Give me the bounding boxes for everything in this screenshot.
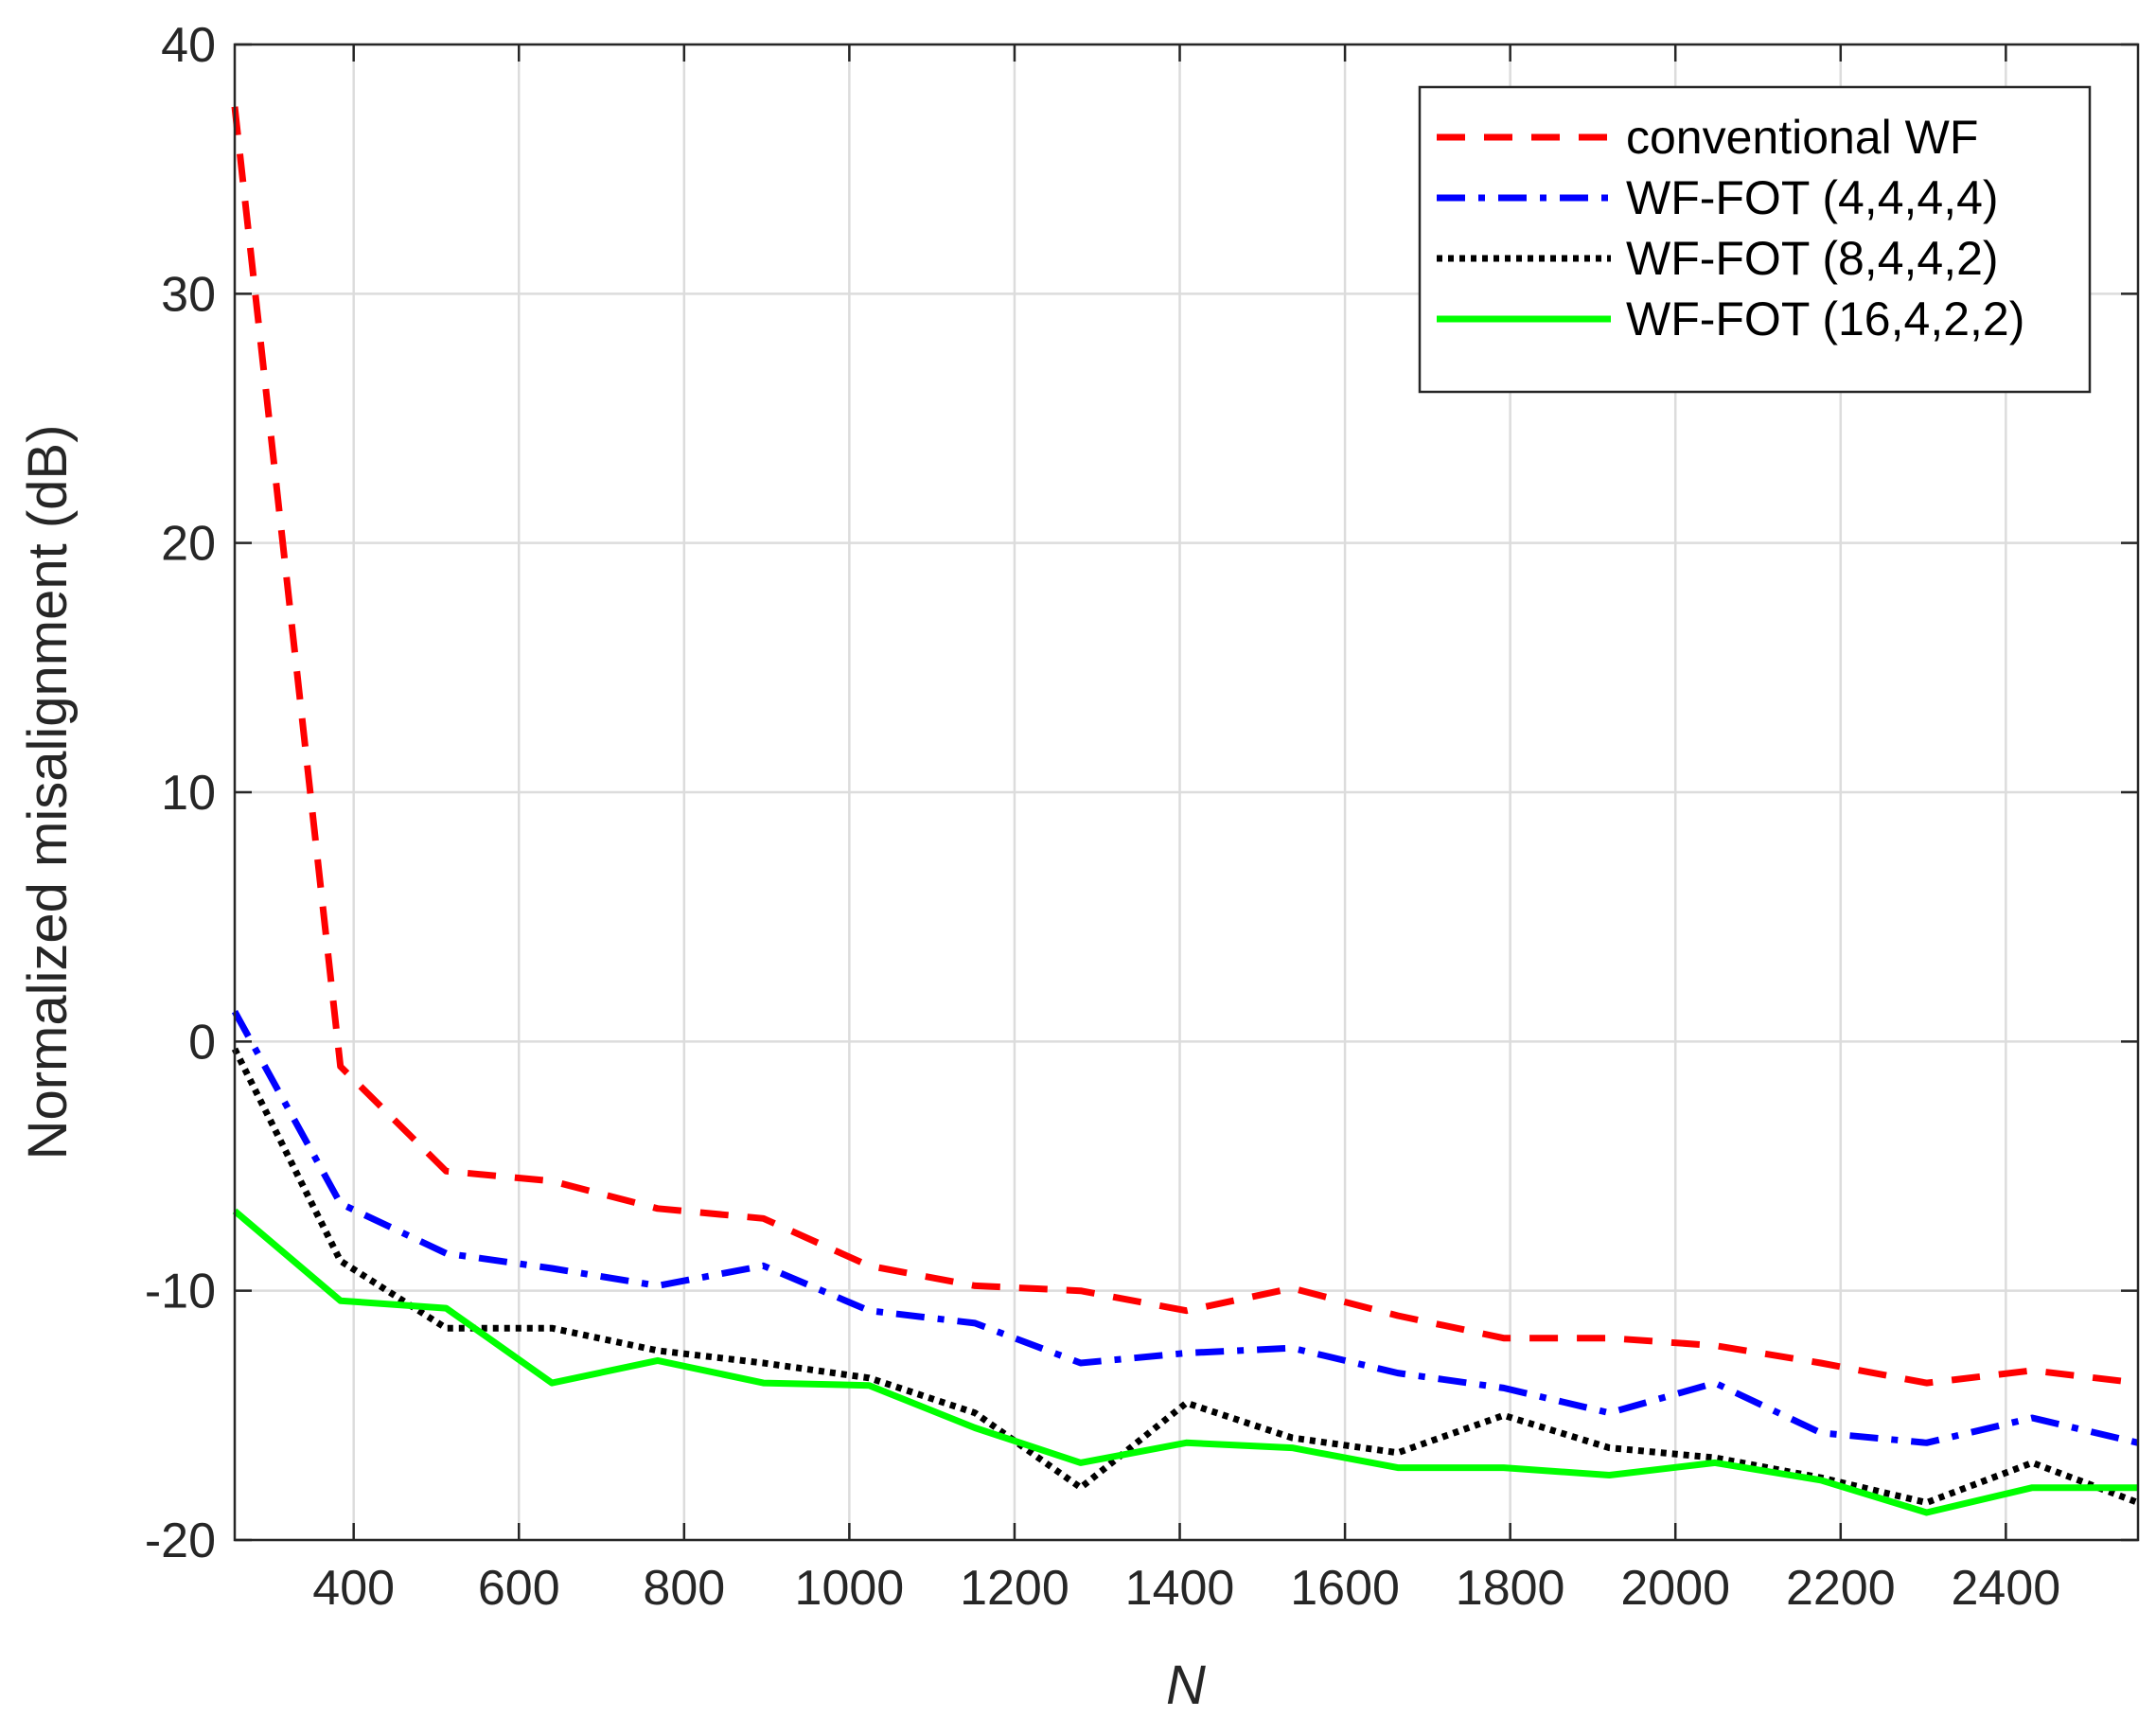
y-tick-label: -20 [145,1513,216,1568]
x-tick-label: 600 [478,1561,560,1616]
x-tick-label: 2200 [1786,1561,1896,1616]
x-tick-label: 1200 [960,1561,1069,1616]
axis-ticks: 400 600 800 1000 1200 1400 1600 1800 2000 2200 240… [145,18,2138,1616]
y-tick-label: 10 [161,766,216,821]
series-lines [231,106,2140,1516]
x-tick-label: 1600 [1290,1561,1400,1616]
series-line-1 [231,106,2139,1387]
x-tick-label: 400 [312,1561,395,1616]
legend: conventional WF WF-FOT (4,4,4,4) WF-FOT (8… [1418,85,2092,394]
legend-entry-2: WF-FOT (4,4,4,4) [1626,171,1999,224]
x-tick-label: 2400 [1952,1561,2061,1616]
x-tick-label: 2000 [1620,1561,1730,1616]
x-axis-label: N [1166,1655,1206,1716]
y-tick-label: 40 [161,18,216,73]
plot-frame [233,43,2140,1542]
x-tick-label: 1000 [795,1561,905,1616]
legend-entry-3: WF-FOT (8,4,4,2) [1626,232,1999,285]
y-tick-label: -10 [145,1265,216,1319]
legend-entry-1: conventional WF [1626,111,1978,164]
x-tick-label: 800 [643,1561,725,1616]
x-tick-label: 1400 [1125,1561,1235,1616]
y-tick-label: 20 [161,517,216,572]
y-tick-label: 0 [188,1015,216,1070]
series-line-2 [231,1010,2139,1446]
y-tick-label: 30 [161,267,216,322]
x-tick-label: 1800 [1456,1561,1565,1616]
legend-entry-4: WF-FOT (16,4,2,2) [1626,292,2024,345]
series-line-4 [232,1208,2138,1516]
y-axis-label: Normalized misalignment (dB) [17,425,79,1160]
